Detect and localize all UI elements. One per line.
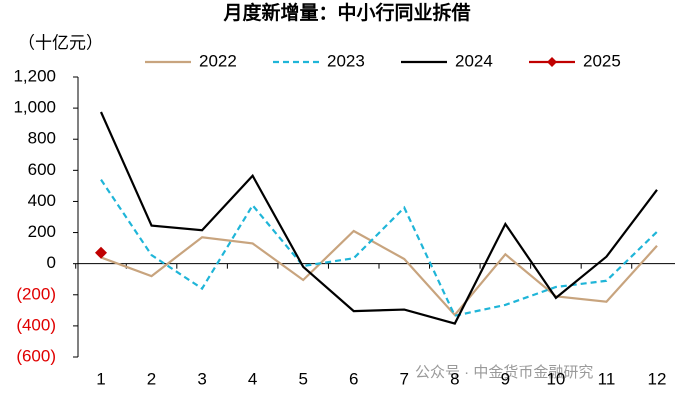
x-tick-label: 12 — [648, 369, 667, 388]
y-tick-label: 800 — [28, 129, 56, 148]
y-tick-label: (400) — [16, 315, 56, 334]
x-tick-label: 1 — [96, 369, 105, 388]
x-tick-label: 10 — [546, 369, 565, 388]
x-tick-label: 4 — [248, 369, 257, 388]
y-tick-label: 1,000 — [13, 98, 56, 117]
x-tick-label: 5 — [298, 369, 307, 388]
watermark: 公众号 · 中金货币金融研究 — [415, 364, 593, 381]
legend-label: 2025 — [583, 51, 621, 70]
legend-marker — [547, 57, 557, 67]
series-line — [99, 111, 658, 325]
x-tick-label: 8 — [450, 369, 459, 388]
legend-label: 2023 — [327, 51, 365, 70]
x-tick-label: 2 — [147, 369, 156, 388]
y-tick-label: 400 — [28, 191, 56, 210]
series-line — [100, 229, 658, 317]
y-tick-label: 1,200 — [13, 66, 56, 85]
y-tick-label: 600 — [28, 160, 56, 179]
x-tick-label: 9 — [501, 369, 510, 388]
chart-title: 月度新增量：中小行同业拆借 — [222, 1, 470, 24]
x-tick-label: 3 — [197, 369, 206, 388]
point-marker — [95, 246, 107, 259]
y-tick-label: 0 — [47, 253, 56, 272]
y-axis-label: （十亿元） — [18, 33, 103, 52]
y-tick-label: (600) — [16, 346, 56, 365]
x-tick-label: 7 — [400, 369, 409, 388]
legend-label: 2022 — [199, 51, 237, 70]
y-tick-label: (200) — [16, 284, 56, 303]
series-line — [100, 179, 658, 318]
legend-label: 2024 — [455, 51, 493, 70]
x-tick-label: 6 — [349, 369, 358, 388]
x-tick-label: 11 — [598, 369, 616, 388]
y-tick-label: 200 — [28, 222, 56, 241]
